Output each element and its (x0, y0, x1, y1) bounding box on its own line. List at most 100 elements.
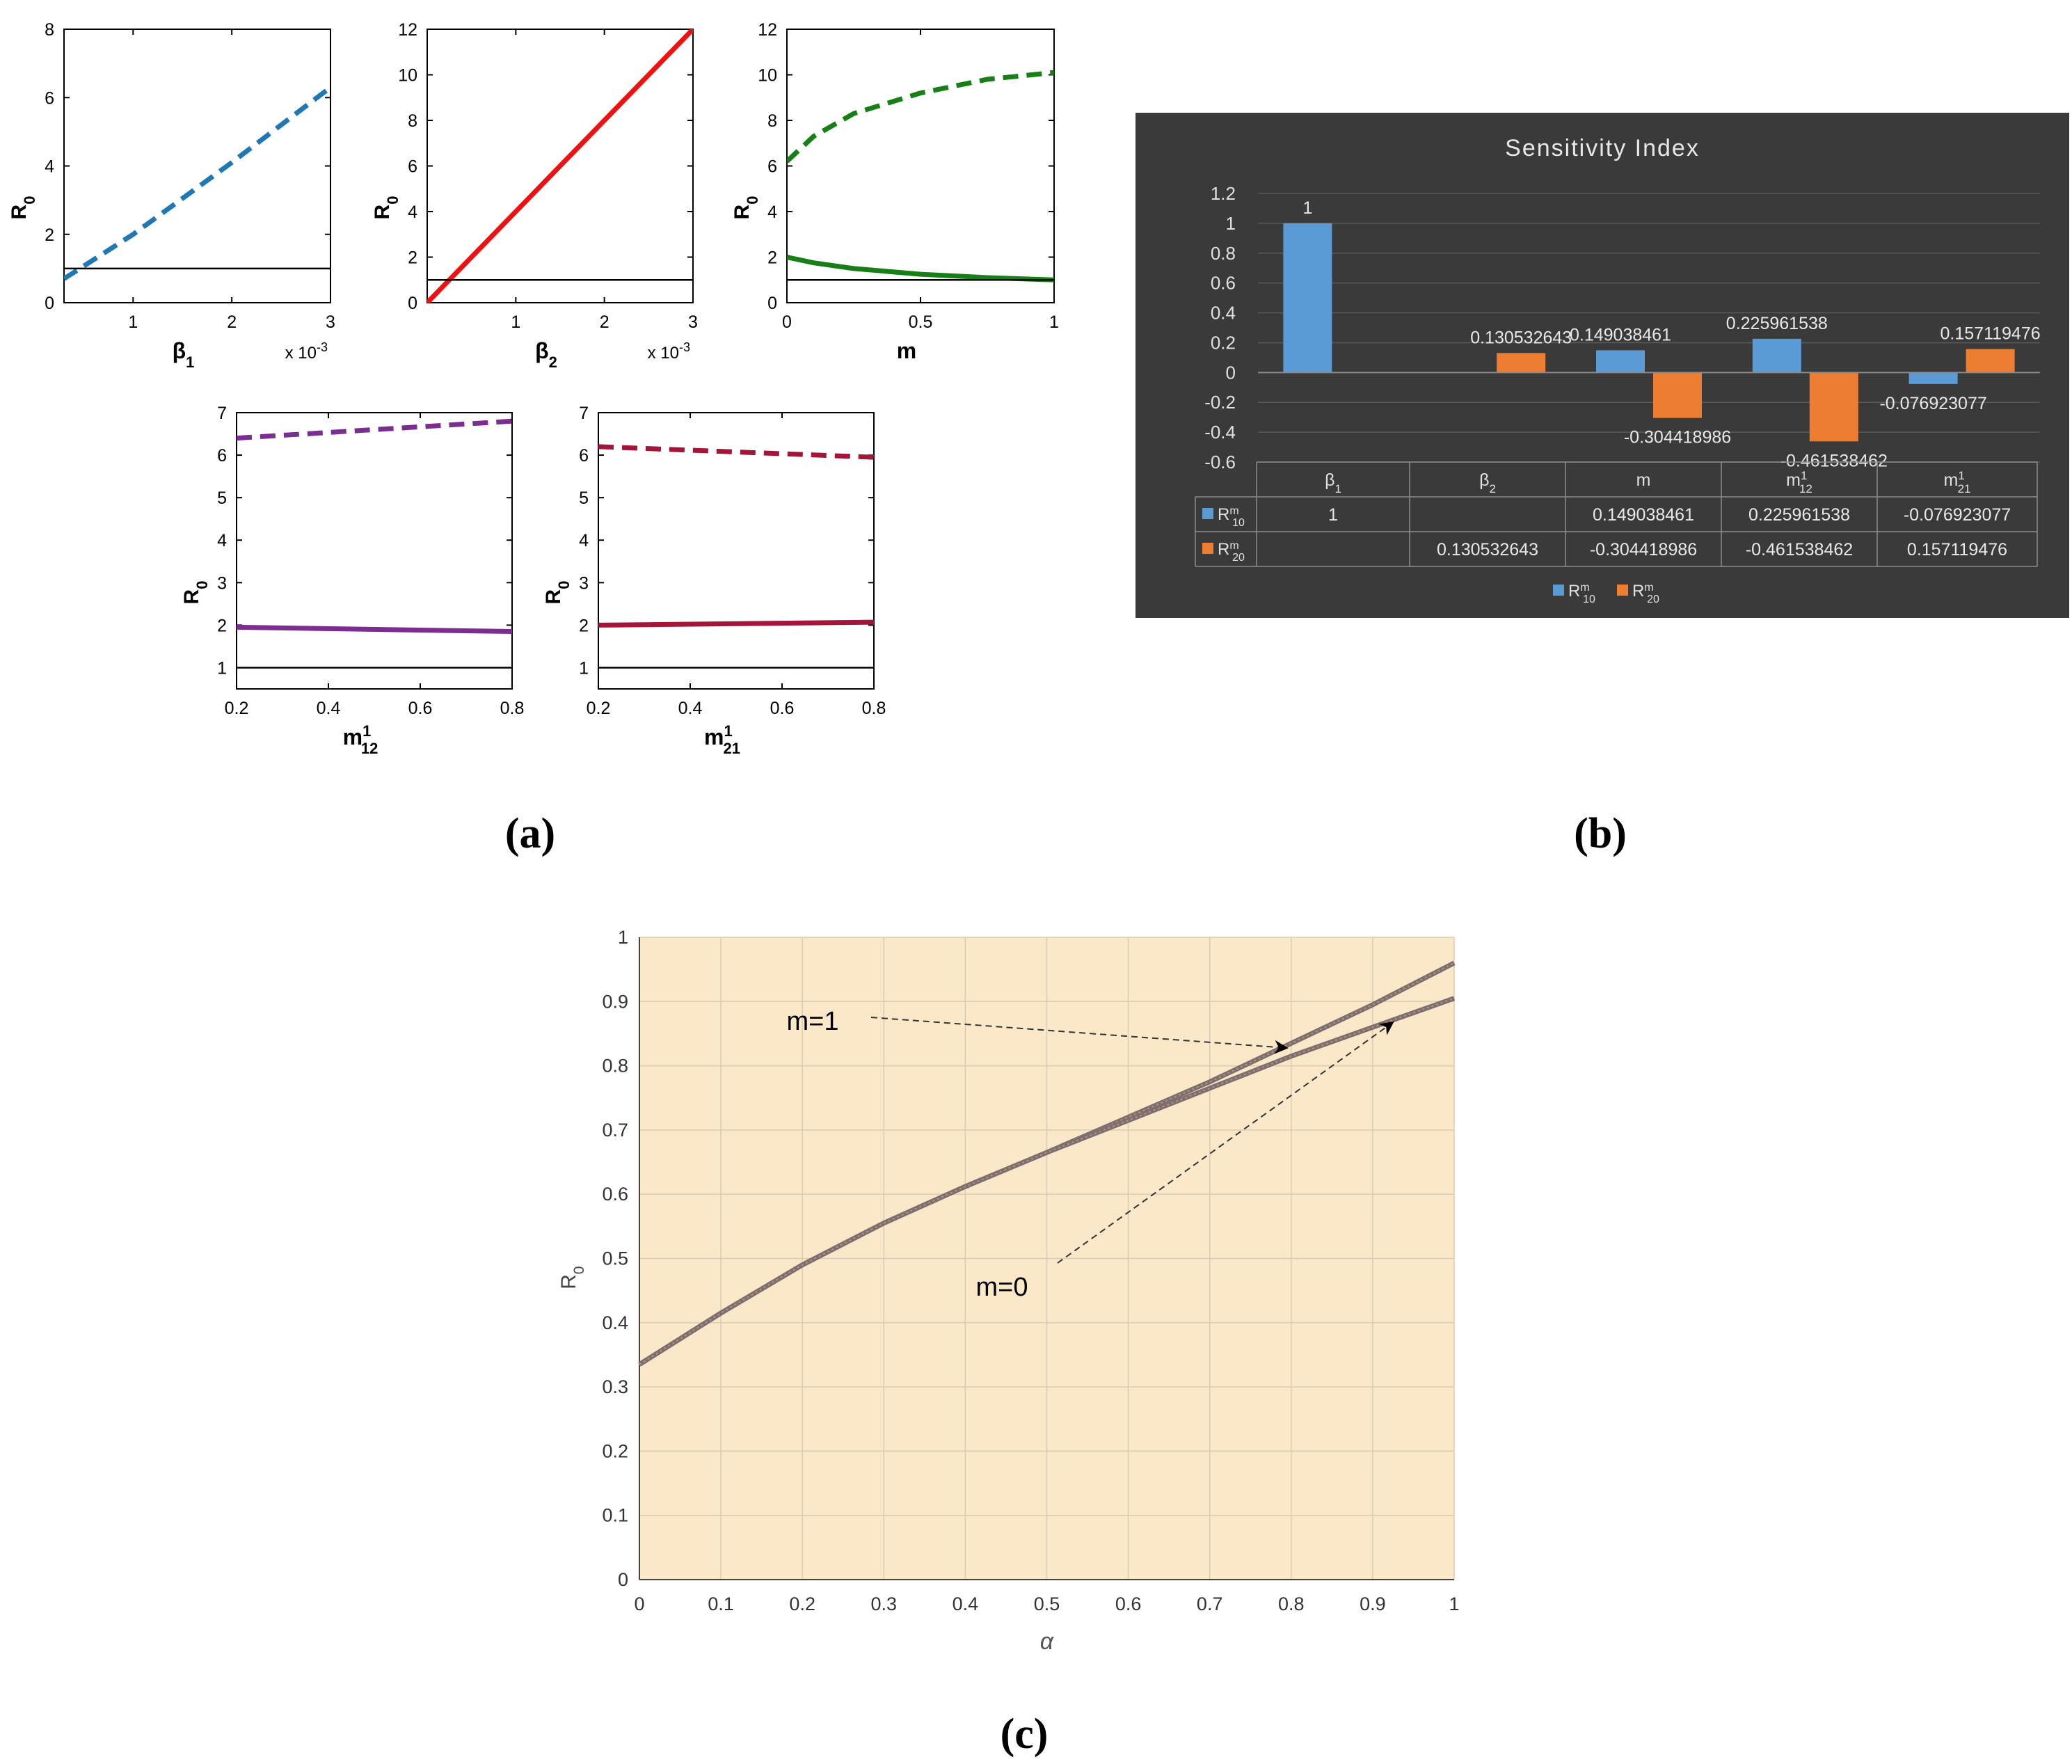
x-axis-label-sub: 21 (724, 740, 740, 757)
legend-label-sup: m (1644, 582, 1653, 594)
y-axis-label-base: R (180, 589, 203, 604)
x-tick-label: 0.9 (1360, 1594, 1386, 1614)
y-tick-label: -0.6 (1204, 452, 1236, 472)
x-axis-label-sup: 1 (724, 722, 732, 740)
y-tick-label-m12: 2 (217, 616, 227, 635)
y-tick-label-m12: 7 (217, 404, 227, 423)
table-cell-R20m-2: -0.304418986 (1590, 540, 1697, 559)
x-multiplier-beta1: x 10-3 (285, 340, 328, 363)
table-cell-R10m-0: 1 (1328, 505, 1338, 525)
y-axis-label-sub: 0 (555, 581, 573, 589)
x-axis-label-sub: 2 (549, 353, 557, 371)
y-axis-label-base: R (371, 204, 394, 219)
x-tick-label-m12: 0.4 (317, 699, 341, 718)
y-tick-label-m21: 2 (579, 616, 589, 635)
y-tick-label-m12: 4 (217, 531, 227, 550)
x-tick-label: 0.1 (708, 1594, 734, 1614)
legend-label-sup: m (1580, 582, 1589, 594)
table-cell-R10m-4: -0.076923077 (1904, 505, 2011, 525)
panel-b: Sensitivity Index -0.6 -0.4 -0.2 0 0.2 0.4 0.6 0… (1135, 113, 2069, 618)
x-multiplier-base: x 10 (648, 344, 679, 363)
table-header-sup: 1 (1801, 469, 1807, 482)
x-tick-label: 0.8 (1278, 1594, 1305, 1614)
bar-R10m-2 (1596, 350, 1645, 373)
x-tick-label-m12: 0.2 (225, 699, 249, 718)
x-tick-label: 0.3 (871, 1594, 898, 1614)
panel-label-a: (a) (505, 810, 555, 857)
y-axis-label-base: R (557, 1274, 580, 1289)
y-axis-label-sub: 0 (384, 196, 401, 205)
y-tick-label-m: 2 (767, 248, 777, 268)
curve-dots-m=0 (639, 997, 1455, 1365)
y-axis-label-base: R (542, 589, 565, 604)
series-m-dashed-green (787, 70, 1054, 164)
x-tick-label-m: 0.5 (909, 312, 933, 332)
y-tick-label-m21: 1 (579, 658, 589, 678)
x-multiplier-base: x 10 (285, 344, 317, 363)
y-tick-label-beta2: 2 (408, 248, 417, 268)
table-row-label-base: R (1218, 540, 1229, 559)
y-tick-label-beta2: 8 (408, 111, 417, 131)
y-tick-label: 0.9 (602, 991, 628, 1012)
y-axis-label-beta2: R0 (371, 196, 401, 220)
x-axis-label-base: m (897, 338, 916, 363)
table-row-label-sup: m (1229, 505, 1238, 517)
legend-label-base: R (1568, 582, 1580, 601)
table-row-label-R20m: Rm 20 (1218, 540, 1245, 564)
y-tick-label-beta1: 6 (45, 88, 54, 108)
y-tick-label-m21: 6 (579, 446, 589, 466)
table-header-0: β1 (1325, 470, 1341, 495)
y-axis-label-m21: R0 (542, 581, 573, 605)
y-tick-label-m: 6 (767, 157, 777, 177)
y-tick-label: 0.1 (602, 1505, 628, 1526)
table-header-3: m1 12 (1786, 469, 1812, 495)
y-tick-label: 0.6 (602, 1184, 628, 1205)
table-header-sup: 1 (1958, 469, 1964, 482)
y-tick-label-m: 8 (767, 111, 777, 131)
bar-R20m-3 (1809, 372, 1858, 442)
y-tick-label-m12: 5 (217, 488, 227, 508)
table-legend-swatch-R10m (1202, 508, 1213, 519)
y-tick-label-beta1: 8 (45, 20, 54, 40)
x-tick-label-beta1: 2 (227, 312, 237, 332)
y-tick-label: 0 (1226, 362, 1236, 383)
y-tick-label-m12: 1 (217, 658, 227, 678)
y-axis-label-sub: 0 (571, 1266, 587, 1275)
x-axis-label-sub: 1 (186, 353, 194, 371)
x-tick-label-m12: 0.6 (408, 699, 433, 718)
plot-frame-beta1 (63, 29, 331, 303)
table-header-1: β2 (1479, 470, 1496, 495)
bar-R20m-4 (1966, 349, 2015, 373)
table-row-label-R10m: Rm 10 (1218, 505, 1245, 529)
y-tick-label: 0.5 (602, 1248, 628, 1269)
x-axis-label-base: m (704, 724, 724, 749)
x-multiplier-exp: -3 (317, 340, 328, 354)
table-header-2: m (1636, 470, 1651, 490)
x-axis-label-m: m (897, 338, 916, 363)
y-tick-label: 0.4 (1211, 303, 1236, 324)
x-tick-label-m: 1 (1049, 312, 1059, 332)
x-tick-label-beta1: 1 (128, 312, 138, 332)
y-tick-label-beta2: 0 (408, 294, 417, 313)
y-tick-label: 0.2 (602, 1440, 628, 1461)
x-tick-label: 0.4 (953, 1594, 979, 1614)
legend-label-base: R (1632, 582, 1644, 601)
bar-R20m-1 (1497, 353, 1546, 373)
table-header-base: m (1786, 470, 1801, 490)
table-cell-R20m-3: -0.461538462 (1746, 540, 1853, 559)
table-row-label-sup: m (1229, 540, 1238, 552)
x-tick-label: 0.5 (1034, 1594, 1060, 1614)
table-header-sub: 21 (1958, 482, 1971, 495)
x-tick-label-m21: 0.6 (770, 699, 795, 718)
y-tick-label: 0.6 (1211, 273, 1236, 294)
x-tick-label-beta2: 1 (511, 312, 520, 332)
table-cell-R10m-2: 0.149038461 (1593, 505, 1694, 525)
plot-frame-m (786, 29, 1055, 303)
y-tick-label-beta2: 10 (398, 66, 417, 86)
y-tick-label: -0.2 (1204, 392, 1236, 413)
x-axis-label-beta2: β2 (535, 338, 557, 371)
